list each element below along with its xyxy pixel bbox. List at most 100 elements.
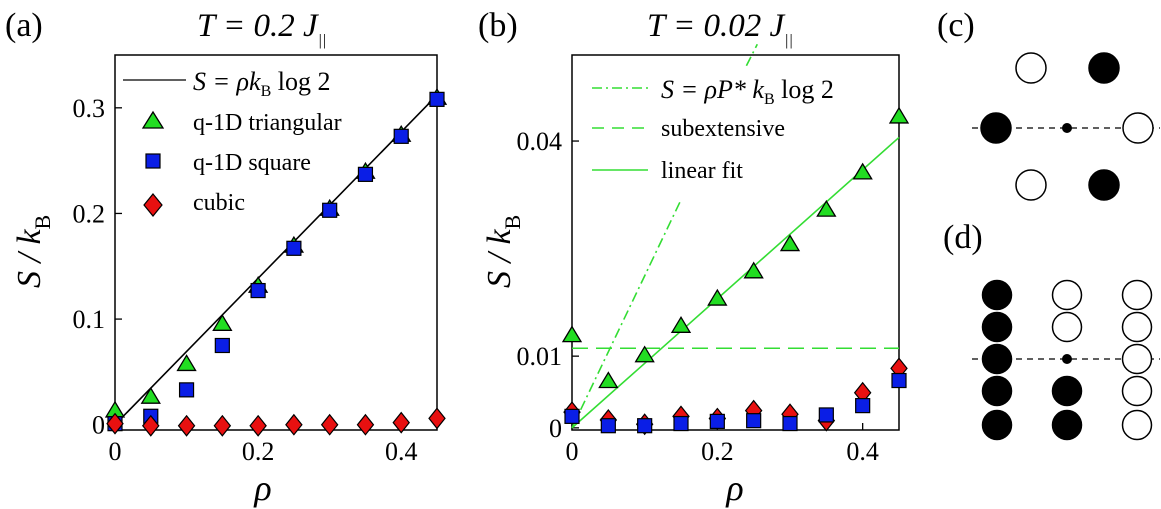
diagram-d-site-filled <box>1051 375 1083 407</box>
diagram-c-site-filled <box>980 112 1012 144</box>
plot-b-square-marker <box>637 418 653 434</box>
plot-b-triangle-marker <box>670 316 692 333</box>
panel-c-label: (c) <box>937 7 975 44</box>
plot-b-frame <box>571 54 900 431</box>
plot-b-ytick-label: 0.04 <box>517 127 563 156</box>
plot-b-square-marker <box>709 413 725 429</box>
plot-a-diamond-marker <box>320 413 339 436</box>
plot-a-square-marker <box>178 382 195 398</box>
panel-d-label: (d) <box>943 219 983 256</box>
plot-b-xlabel: ρ <box>725 468 743 508</box>
legend-a-diamond-marker <box>143 193 163 217</box>
diagram-d-site-open <box>1051 279 1083 311</box>
plot-b-square-marker <box>564 408 580 424</box>
diagram-d-site-filled <box>981 311 1013 343</box>
plot-a-square-marker <box>393 128 409 144</box>
diagram-c-site-open <box>1015 169 1047 201</box>
legend-a-label-2: q-1D square <box>193 150 311 176</box>
plot-b-square-marker <box>600 418 616 434</box>
plot-b-line-3 <box>571 136 900 429</box>
plot-a-square-marker <box>357 166 374 182</box>
plot-a-square-marker <box>429 91 445 107</box>
plot-a-diamond-marker <box>249 414 267 437</box>
plot-b-triangle-marker <box>634 345 655 363</box>
plot-b-ytick-label: 0 <box>549 414 562 443</box>
plot-b-square-marker <box>782 415 798 432</box>
plot-a-xtick-label: 0.4 <box>385 437 418 466</box>
diagram-d-site-open <box>1121 409 1153 441</box>
plot-b-xtick-label: 0.4 <box>846 437 879 466</box>
plot-a-square-marker <box>250 282 266 299</box>
plot-a-diamond-marker <box>392 411 410 434</box>
plot-b-xtick-label: 0 <box>566 437 579 466</box>
legend-b-label-2: linear fit <box>661 158 743 184</box>
plot-a-diamond-marker <box>142 414 160 437</box>
plot-b-line-0 <box>571 199 682 429</box>
diagram-d-site-open <box>1121 311 1153 343</box>
plot-a-diamond-marker <box>106 412 124 435</box>
plot-a-xtick-label: 0 <box>109 437 122 466</box>
plot-a-xtick-label: 0.2 <box>242 437 275 466</box>
diagram-c-site-filled <box>1088 52 1120 84</box>
panel-a-label: (a) <box>5 7 43 44</box>
plot-b: 0 0.2 0.4 0 0.01 0.04 <box>517 43 910 466</box>
diagram-d-center-dot <box>1062 354 1072 364</box>
plot-a-ytick-label: 0.2 <box>73 199 106 228</box>
plot-a: 0 0.2 0.4 0 0.1 0.2 0.3 <box>73 87 448 466</box>
plot-a-ytick-label: 0 <box>92 411 105 440</box>
panel-b-label: (b) <box>478 7 518 44</box>
plot-b-triangle-marker <box>888 106 910 124</box>
diagram-d-site-filled <box>981 279 1013 311</box>
plot-b-triangle-marker <box>561 325 583 343</box>
diagram-c-site-open <box>1122 112 1154 144</box>
plot-b-square-marker <box>818 407 834 423</box>
legend-a-label-0: S = ρkB log 2 <box>193 67 330 100</box>
diagram-d-site-filled <box>981 409 1013 441</box>
plot-b-line-1 <box>745 43 759 67</box>
plot-b-ytick-label: 0.01 <box>517 342 563 371</box>
panel-b-title: T = 0.02 J|| <box>647 8 793 49</box>
plot-a-ytick-label: 0.3 <box>73 94 106 123</box>
plot-b-xtick-label: 0.2 <box>701 437 734 466</box>
plot-b-square-marker <box>855 398 871 414</box>
legend-b-label-0: S = ρP* kB log 2 <box>661 75 834 108</box>
plot-a-line-0 <box>114 94 438 426</box>
diagram-c-site-filled <box>1088 169 1120 201</box>
legend-a: S = ρkB log 2 q-1D triangular q-1D squar… <box>123 67 342 217</box>
diagram-d-site-open <box>1121 375 1153 407</box>
plot-b-triangle-marker <box>816 199 837 217</box>
legend-a-triangle-marker <box>141 110 165 129</box>
plot-a-square-marker <box>322 202 338 218</box>
plot-a-frame <box>114 54 438 431</box>
diagram-c-site-open <box>1015 52 1047 84</box>
plot-a-triangle-marker <box>212 314 233 331</box>
plot-b-triangle-marker <box>598 371 619 389</box>
plot-a-square-marker <box>214 337 230 354</box>
diagram-d-site-filled <box>981 375 1013 407</box>
plot-b-square-marker <box>673 415 689 432</box>
panel-a-title: T = 0.2 J|| <box>197 8 326 49</box>
plot-a-square-marker <box>286 240 302 256</box>
diagram-d <box>972 279 1160 441</box>
plot-a-diamond-marker <box>213 414 232 437</box>
plot-a-triangle-marker <box>176 354 197 372</box>
diagram-d-site-open <box>1121 343 1153 375</box>
plot-b-triangle-marker <box>743 261 764 279</box>
plot-b-square-marker <box>746 413 762 429</box>
plot-a-ylabel: S / kB <box>11 215 55 288</box>
plot-b-triangle-marker <box>779 234 801 252</box>
diagram-d-site-filled <box>981 343 1013 375</box>
plot-a-xlabel: ρ <box>253 468 271 508</box>
legend-b: S = ρP* kB log 2 subextensive linear fit <box>592 75 834 184</box>
plot-a-diamond-marker <box>177 414 196 437</box>
plot-a-diamond-marker <box>285 413 303 436</box>
plot-b-triangle-marker <box>852 162 873 180</box>
diagram-c-center-dot <box>1062 123 1072 133</box>
plot-a-diamond-marker <box>356 413 375 436</box>
legend-a-square-marker <box>145 153 161 169</box>
diagram-d-site-open <box>1121 279 1153 311</box>
plot-a-diamond-marker <box>428 407 446 430</box>
plot-a-triangle-marker <box>140 386 161 404</box>
legend-a-label-1: q-1D triangular <box>193 110 342 136</box>
